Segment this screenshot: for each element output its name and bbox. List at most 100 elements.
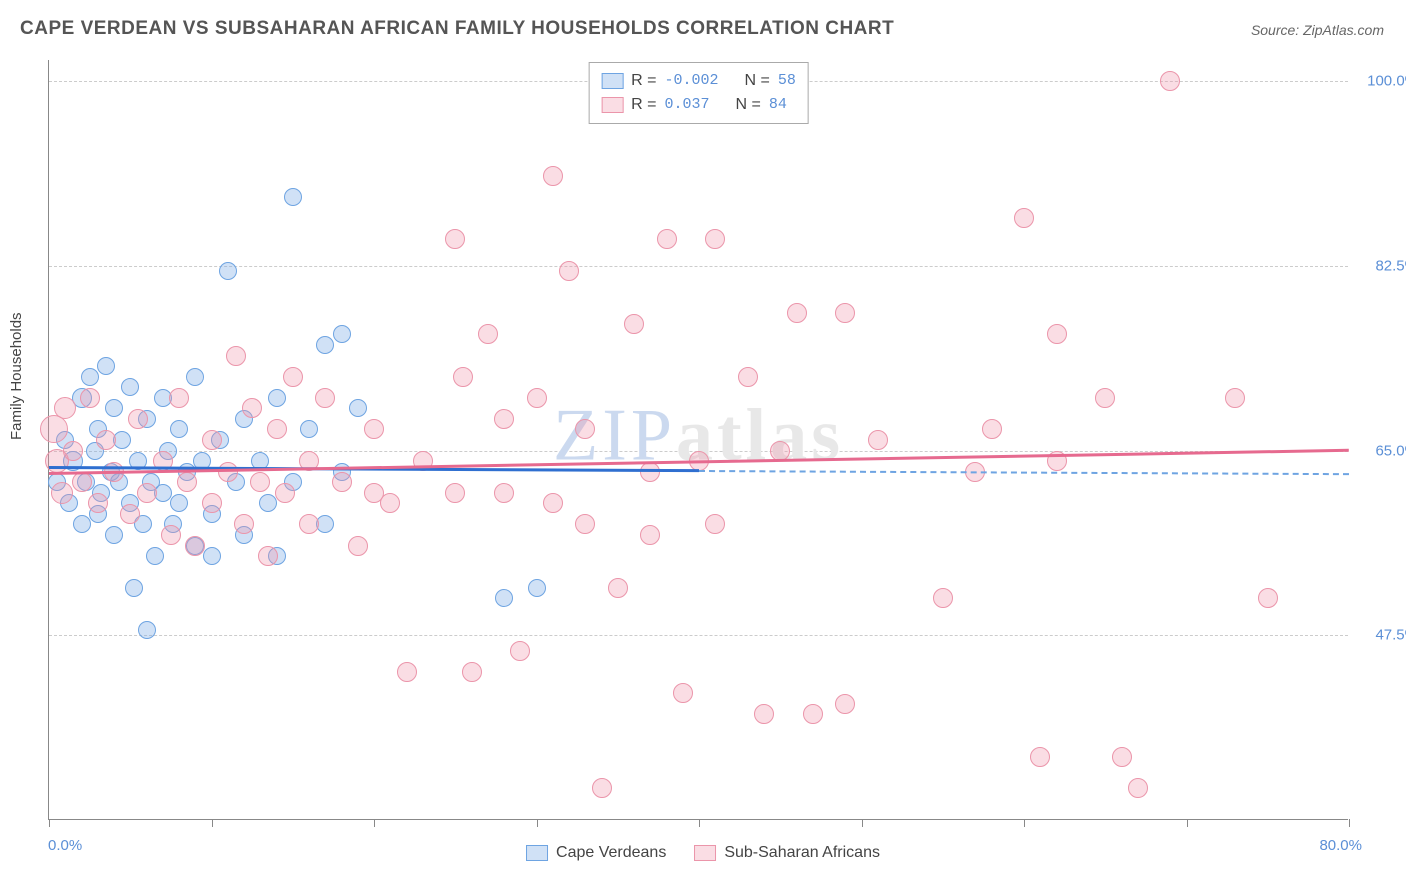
legend-series-label-2: Sub-Saharan Africans [724, 844, 880, 862]
scatter-point [299, 514, 319, 534]
scatter-point [177, 472, 197, 492]
scatter-point [705, 514, 725, 534]
legend-series: Cape Verdeans Sub-Saharan Africans [526, 844, 880, 862]
scatter-point [787, 303, 807, 323]
scatter-point [81, 368, 99, 386]
legend-series-item-1: Cape Verdeans [526, 844, 666, 862]
scatter-point [40, 415, 68, 443]
scatter-point [1225, 388, 1245, 408]
scatter-point [803, 704, 823, 724]
legend-n-label: N = [736, 93, 761, 117]
scatter-point [300, 420, 318, 438]
scatter-point [445, 483, 465, 503]
scatter-point [121, 378, 139, 396]
scatter-point [445, 229, 465, 249]
x-tick [537, 819, 538, 827]
scatter-point [137, 483, 157, 503]
scatter-point [559, 261, 579, 281]
scatter-point [169, 388, 189, 408]
scatter-point [268, 389, 286, 407]
scatter-point [146, 547, 164, 565]
scatter-point [543, 166, 563, 186]
scatter-point [527, 388, 547, 408]
x-tick [1349, 819, 1350, 827]
x-tick [212, 819, 213, 827]
scatter-point [770, 441, 790, 461]
y-axis-label: Family Households [8, 312, 25, 440]
scatter-point [835, 694, 855, 714]
scatter-point [1258, 588, 1278, 608]
x-axis-label-max: 80.0% [1319, 837, 1362, 854]
legend-series-label-1: Cape Verdeans [556, 844, 666, 862]
scatter-point [868, 430, 888, 450]
scatter-point [284, 188, 302, 206]
legend-n-label: N = [745, 69, 770, 93]
legend-r-label: R = [631, 69, 656, 93]
scatter-point [754, 704, 774, 724]
legend-r-label: R = [631, 93, 656, 117]
legend-n-value-1: 58 [778, 70, 796, 93]
scatter-point [453, 367, 473, 387]
legend-swatch-1b [526, 845, 548, 861]
scatter-point [397, 662, 417, 682]
scatter-point [315, 388, 335, 408]
scatter-point [478, 324, 498, 344]
scatter-point [1160, 71, 1180, 91]
scatter-point [495, 589, 513, 607]
x-tick [862, 819, 863, 827]
scatter-point [97, 357, 115, 375]
scatter-point [185, 536, 205, 556]
x-tick [1024, 819, 1025, 827]
x-axis-label-min: 0.0% [48, 837, 82, 854]
legend-stats-row-1: R = -0.002 N = 58 [601, 69, 796, 93]
trend-line-extrapolated [699, 470, 1349, 475]
y-tick-label: 47.5% [1358, 627, 1406, 644]
legend-r-value-2: 0.037 [664, 94, 709, 117]
legend-swatch-2 [601, 97, 623, 113]
scatter-point [364, 419, 384, 439]
scatter-point [125, 579, 143, 597]
legend-swatch-1 [601, 73, 623, 89]
scatter-point [138, 621, 156, 639]
scatter-point [105, 399, 123, 417]
gridline [49, 266, 1348, 267]
scatter-point [1112, 747, 1132, 767]
scatter-point [657, 229, 677, 249]
scatter-point [1014, 208, 1034, 228]
scatter-point [51, 482, 73, 504]
scatter-point [349, 399, 367, 417]
legend-r-value-1: -0.002 [664, 70, 718, 93]
scatter-point [835, 303, 855, 323]
scatter-point [738, 367, 758, 387]
scatter-point [275, 483, 295, 503]
scatter-point [624, 314, 644, 334]
y-tick-label: 100.0% [1358, 73, 1406, 90]
x-tick [49, 819, 50, 827]
scatter-point [120, 504, 140, 524]
scatter-point [283, 367, 303, 387]
scatter-point [258, 546, 278, 566]
scatter-point [1095, 388, 1115, 408]
x-tick [1187, 819, 1188, 827]
scatter-point [226, 346, 246, 366]
scatter-point [982, 419, 1002, 439]
legend-n-value-2: 84 [769, 94, 787, 117]
scatter-point [218, 462, 238, 482]
scatter-point [348, 536, 368, 556]
x-tick [699, 819, 700, 827]
plot-area: ZIPatlas R = -0.002 N = 58 R = 0.037 N =… [48, 60, 1348, 820]
scatter-point [1047, 324, 1067, 344]
scatter-point [673, 683, 693, 703]
legend-stats: R = -0.002 N = 58 R = 0.037 N = 84 [588, 62, 809, 124]
chart-title: CAPE VERDEAN VS SUBSAHARAN AFRICAN FAMIL… [20, 18, 894, 40]
scatter-point [640, 525, 660, 545]
scatter-point [170, 494, 188, 512]
scatter-point [608, 578, 628, 598]
scatter-point [161, 525, 181, 545]
scatter-point [332, 472, 352, 492]
scatter-point [462, 662, 482, 682]
scatter-point [510, 641, 530, 661]
scatter-point [219, 262, 237, 280]
scatter-point [494, 409, 514, 429]
scatter-point [203, 547, 221, 565]
